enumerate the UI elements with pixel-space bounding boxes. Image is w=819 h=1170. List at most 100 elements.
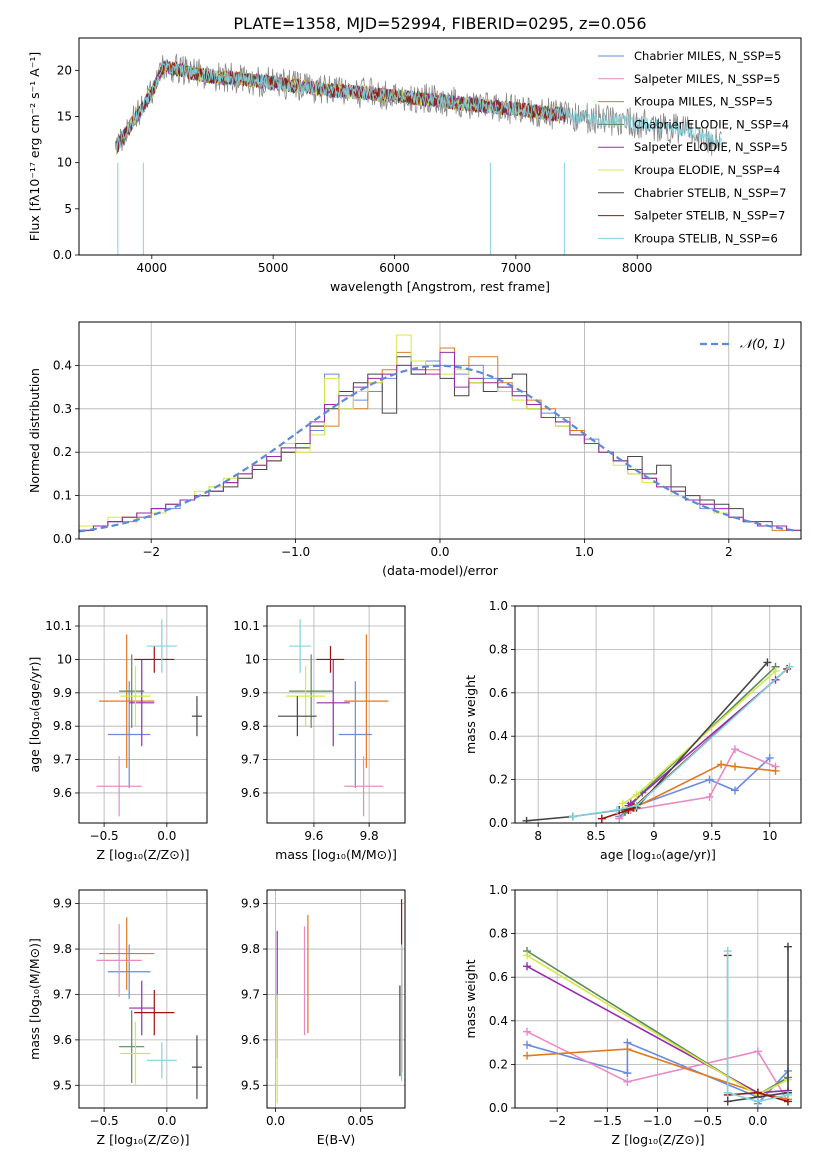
x-tick-label: −2 <box>142 545 160 559</box>
plus-marker <box>763 658 772 667</box>
x-tick-label: 8.5 <box>587 829 606 843</box>
y-tick-label: 5 <box>64 202 72 216</box>
y-tick-label: 9.9 <box>53 897 72 911</box>
data-point-errorbar <box>316 659 350 747</box>
x-tick-label: 0.0 <box>266 1114 285 1128</box>
plus-marker <box>632 790 641 799</box>
y-tick-label: 0.8 <box>489 642 508 656</box>
x-tick-label: −1.0 <box>281 545 310 559</box>
x-tick-label: 6000 <box>379 261 410 275</box>
axes-frame <box>78 37 802 256</box>
legend-label: Chabrier ELODIE, N_SSP=4 <box>634 117 789 131</box>
model-spectrum-line <box>115 60 723 151</box>
plus-marker <box>753 1047 762 1056</box>
y-axis-label: mass [log₁₀(M/M⊙)] <box>27 938 42 1060</box>
y-tick-label: 9.8 <box>241 942 260 956</box>
plus-marker <box>753 1097 762 1106</box>
y-axis-label: mass weight <box>463 959 478 1038</box>
x-tick-label: 9 <box>650 829 658 843</box>
mass-weight-series-line <box>526 1041 789 1106</box>
x-tick-label: 0.0 <box>157 1114 176 1128</box>
data-point-errorbar <box>289 619 312 673</box>
data-point-errorbar <box>286 666 325 727</box>
data-point-errorbar <box>119 1010 145 1084</box>
plus-marker <box>723 947 732 956</box>
mass-vs-metallicity-panel: −0.5 0.0 9.5 9.6 9.7 9.8 9.9 Z [log₁₀(Z/Z⊙)] mas… <box>27 889 208 1147</box>
legend-label: Chabrier MILES, N_SSP=5 <box>634 49 781 63</box>
plus-marker <box>753 1088 762 1097</box>
data-point-errorbar <box>134 646 175 673</box>
y-tick-label: 0.8 <box>489 927 508 941</box>
y-tick-label: 0.3 <box>53 402 72 416</box>
axes-frame <box>266 889 406 1109</box>
y-tick-label: 10 <box>245 652 260 666</box>
x-tick-label: 1.0 <box>575 545 594 559</box>
axes-frame <box>78 321 802 540</box>
x-axis-label: Z [log₁₀(Z/Z⊙)] <box>612 1132 705 1147</box>
plus-marker <box>723 1088 732 1097</box>
x-tick-label: −1.5 <box>593 1114 622 1128</box>
legend-label: Kroupa ELODIE, N_SSP=4 <box>634 163 780 177</box>
data-point-errorbar <box>107 944 151 999</box>
x-axis-label: Z [log₁₀(Z/Z⊙)] <box>97 847 190 862</box>
plus-marker <box>523 1027 532 1036</box>
plus-marker <box>771 667 780 676</box>
mass-weight-series-line <box>572 666 790 818</box>
data-point-errorbar <box>289 654 334 728</box>
plus-marker <box>597 814 606 823</box>
data-point-errorbar <box>99 917 155 990</box>
x-tick-label: 9.8 <box>360 829 379 843</box>
age-vs-mass-panel: 9.6 9.8 9.6 9.7 9.8 9.9 10 10.1 mass [log₁₀(M/M⊙… <box>233 605 406 862</box>
plus-marker <box>618 799 627 808</box>
x-tick-label: −0.5 <box>90 829 119 843</box>
legend-label: Chabrier STELIB, N_SSP=7 <box>634 186 786 200</box>
mass-weight-series-line <box>624 666 777 813</box>
axes-frame <box>514 605 802 824</box>
x-tick-label: −1.0 <box>643 1114 672 1128</box>
y-tick-label: 0.2 <box>53 445 72 459</box>
mass-weight-series-line <box>526 1030 789 1102</box>
plus-marker <box>765 753 774 762</box>
y-tick-label: 9.6 <box>53 1033 72 1047</box>
axes-frame <box>514 889 802 1109</box>
y-tick-label: 0.6 <box>489 970 508 984</box>
data-point-errorbar <box>120 1021 151 1086</box>
y-tick-label: 10.1 <box>45 619 72 633</box>
legend-label: Salpeter STELIB, N_SSP=7 <box>634 209 785 223</box>
x-tick-label: 8000 <box>622 261 653 275</box>
y-tick-label: 15 <box>57 109 72 123</box>
plus-marker <box>783 1090 792 1099</box>
y-tick-label: 10 <box>57 156 72 170</box>
x-axis-label: (data-model)/error <box>382 563 499 578</box>
plus-marker <box>568 812 577 821</box>
y-tick-label: 9.5 <box>53 1078 72 1092</box>
x-tick-label: 7000 <box>501 261 532 275</box>
plot-area <box>79 334 801 539</box>
data-point-errorbar <box>134 989 175 1036</box>
y-tick-label: 1.0 <box>489 883 508 897</box>
plus-marker <box>731 786 739 795</box>
x-tick-label: 9.5 <box>702 829 721 843</box>
plus-marker <box>615 814 624 823</box>
y-tick-label: 9.8 <box>53 942 72 956</box>
plot-area <box>522 658 794 823</box>
y-tick-label: 0.2 <box>489 773 508 787</box>
residual-histogram-panel: −2 −1.0 0.0 1.0 2 0.0 0.1 0.2 0.3 0.4 (data-model)… <box>27 321 802 578</box>
y-tick-label: 9.9 <box>241 686 260 700</box>
y-tick-label: 9.7 <box>53 753 72 767</box>
y-tick-label: 0.4 <box>489 729 508 743</box>
x-axis-label: age [log₁₀(age/yr)] <box>600 847 716 862</box>
data-point-errorbar <box>119 654 145 728</box>
plus-marker <box>623 1045 632 1054</box>
plus-marker <box>612 805 621 814</box>
legend-label: Kroupa STELIB, N_SSP=6 <box>634 231 778 245</box>
x-tick-label: −2 <box>548 1114 566 1128</box>
data-point-errorbar <box>278 696 317 737</box>
y-tick-label: 9.6 <box>241 786 260 800</box>
plus-marker <box>705 775 714 784</box>
data-point-errorbar <box>344 756 383 817</box>
data-point-errorbar <box>96 924 142 997</box>
x-tick-label: 5000 <box>258 261 289 275</box>
y-tick-label: 0.4 <box>489 1014 508 1028</box>
